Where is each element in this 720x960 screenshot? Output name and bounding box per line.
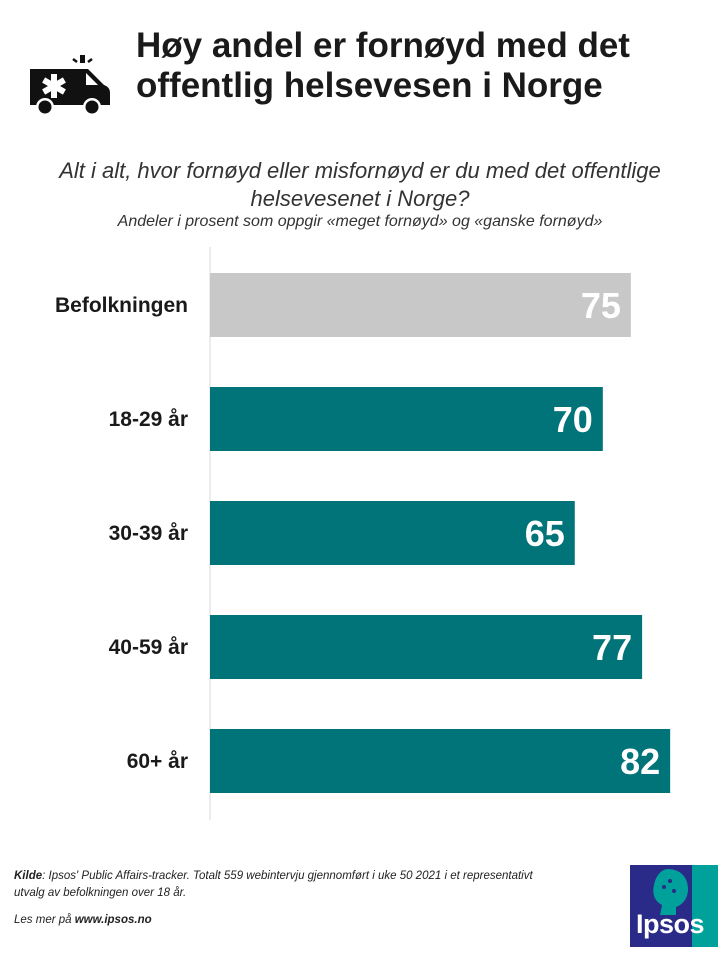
read-more-prefix: Les mer på [14, 914, 75, 926]
question-line-1: Alt i alt, hvor fornøyd eller misfornøyd… [59, 158, 661, 183]
bar-40-59-r [210, 615, 643, 679]
value-label-30-39-r: 65 [525, 513, 565, 554]
logo-profile-icon [653, 869, 688, 915]
bar-60-r [210, 729, 671, 793]
source-line-1: Kilde: Ipsos' Public Affairs-tracker. To… [14, 868, 614, 885]
read-more: Les mer på www.ipsos.no [14, 912, 614, 929]
page-title: Høy andel er fornøyd med det offentlig h… [136, 26, 696, 106]
logo-text: Ipsos [636, 909, 705, 939]
value-label-18-29-r: 70 [553, 399, 593, 440]
category-label-60-r: 60+ år [127, 750, 188, 773]
source-text-2: utvalg av befolkningen over 18 år. [14, 887, 187, 899]
survey-question: Alt i alt, hvor fornøyd eller misfornøyd… [20, 157, 700, 213]
title-line-1: Høy andel er fornøyd med det [136, 26, 630, 65]
source-label: Kilde [14, 870, 43, 882]
question-line-2: helsevesenet i Norge? [250, 186, 470, 211]
bar-befolkningen [210, 273, 631, 337]
chart-subtitle: Andeler i prosent som oppgir «meget forn… [117, 213, 603, 230]
category-label-40-59-r: 40-59 år [109, 636, 188, 659]
bar-30-39-r [210, 501, 575, 565]
bar-18-29-r [210, 387, 603, 451]
value-label-60-r: 82 [620, 741, 660, 782]
title-line-2: offentlig helsevesen i Norge [136, 66, 603, 105]
value-label-befolkningen: 75 [581, 285, 621, 326]
source-text-1: : Ipsos' Public Affairs-tracker. Totalt … [42, 870, 533, 882]
ipsos-logo: Ipsos [630, 865, 718, 947]
category-label-befolkningen: Befolkningen [55, 294, 188, 317]
value-label-40-59-r: 77 [592, 627, 632, 668]
bar-chart: Befolkningen 75 18-29 år 70 30-39 år 65 40-59 … [55, 247, 671, 820]
category-label-30-39-r: 30-39 år [109, 522, 188, 545]
category-label-18-29-r: 18-29 år [109, 408, 188, 431]
ambulance-icon [30, 55, 110, 116]
footer-source: Kilde: Ipsos' Public Affairs-tracker. To… [14, 868, 614, 929]
read-more-link[interactable]: www.ipsos.no [74, 914, 152, 926]
